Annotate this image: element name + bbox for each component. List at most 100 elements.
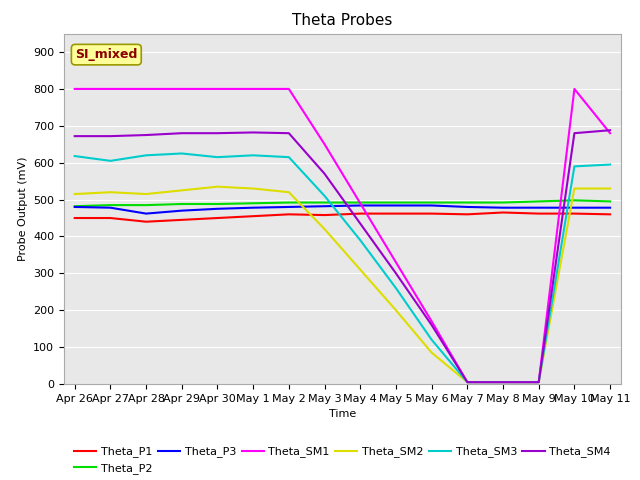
Theta_P1 (428, 211, 435, 216)
Theta_SM1 (606, 130, 614, 136)
Theta_SM2 (428, 350, 435, 356)
Theta_SM3 (392, 285, 400, 291)
Theta_P3 (356, 203, 364, 208)
Theta_SM3 (606, 162, 614, 168)
Theta_SM3 (142, 153, 150, 158)
Theta_P1 (392, 211, 400, 216)
Theta_SM1 (285, 86, 292, 92)
Theta_SM4 (392, 270, 400, 276)
Theta_P3 (428, 203, 435, 208)
Line: Theta_SM2: Theta_SM2 (75, 187, 610, 382)
Line: Theta_P1: Theta_P1 (75, 213, 610, 222)
Theta_SM2 (535, 379, 543, 385)
Theta_SM4 (142, 132, 150, 138)
Theta_SM1 (356, 200, 364, 206)
Theta_SM3 (214, 154, 221, 160)
Theta_SM2 (106, 189, 114, 195)
Theta_P3 (178, 208, 186, 214)
Theta_SM4 (71, 133, 79, 139)
Line: Theta_SM1: Theta_SM1 (75, 89, 610, 382)
Theta_P2 (499, 200, 507, 205)
Theta_P2 (321, 200, 328, 205)
Theta_SM1 (214, 86, 221, 92)
Theta_SM3 (285, 154, 292, 160)
Theta_P2 (428, 200, 435, 205)
Theta_P1 (570, 211, 578, 216)
Theta_SM3 (570, 164, 578, 169)
Line: Theta_SM3: Theta_SM3 (75, 154, 610, 382)
Theta_P2 (606, 199, 614, 204)
Theta_SM4 (285, 130, 292, 136)
Theta_SM1 (570, 86, 578, 92)
Theta_SM3 (250, 153, 257, 158)
Theta_P1 (535, 211, 543, 216)
Line: Theta_P2: Theta_P2 (75, 200, 610, 206)
Theta_P2 (106, 202, 114, 208)
Theta_P1 (356, 211, 364, 216)
Theta_P3 (606, 205, 614, 211)
Y-axis label: Probe Output (mV): Probe Output (mV) (17, 156, 28, 261)
Theta_SM1 (428, 318, 435, 324)
Theta_P1 (178, 217, 186, 223)
Theta_SM1 (106, 86, 114, 92)
Theta_SM4 (356, 221, 364, 227)
Theta_P2 (285, 200, 292, 205)
Theta_P1 (250, 213, 257, 219)
Theta_SM4 (214, 130, 221, 136)
Theta_SM4 (606, 127, 614, 133)
Theta_SM4 (106, 133, 114, 139)
Theta_SM4 (463, 379, 471, 385)
Theta_SM4 (570, 130, 578, 136)
Line: Theta_P3: Theta_P3 (75, 205, 610, 214)
Theta_P2 (142, 202, 150, 208)
Theta_SM2 (570, 186, 578, 192)
Theta_P3 (214, 206, 221, 212)
Theta_P3 (392, 203, 400, 208)
Theta_SM2 (250, 186, 257, 192)
Theta_SM4 (250, 130, 257, 135)
Theta_P2 (463, 200, 471, 205)
Theta_SM1 (392, 259, 400, 265)
Theta_SM1 (178, 86, 186, 92)
Theta_SM3 (535, 379, 543, 385)
Theta_P3 (71, 204, 79, 210)
Theta_P3 (570, 205, 578, 211)
Theta_SM3 (428, 337, 435, 343)
Theta_SM1 (321, 142, 328, 147)
Theta_SM2 (499, 379, 507, 385)
Theta_SM2 (356, 267, 364, 273)
Theta_P3 (285, 204, 292, 210)
Theta_P2 (178, 201, 186, 207)
Theta_P1 (321, 212, 328, 218)
Theta_P2 (356, 200, 364, 205)
Theta_SM1 (463, 379, 471, 385)
Theta_SM2 (285, 189, 292, 195)
Theta_SM4 (535, 379, 543, 385)
Text: SI_mixed: SI_mixed (75, 48, 138, 61)
Theta_SM2 (392, 307, 400, 313)
Theta_P1 (499, 210, 507, 216)
Theta_P3 (321, 204, 328, 209)
Theta_SM1 (250, 86, 257, 92)
Theta_SM3 (356, 237, 364, 243)
Theta_P1 (463, 212, 471, 217)
Theta_SM4 (499, 379, 507, 385)
Theta_P2 (71, 204, 79, 209)
Theta_P2 (214, 201, 221, 207)
Theta_P3 (142, 211, 150, 216)
Theta_SM1 (71, 86, 79, 92)
Line: Theta_SM4: Theta_SM4 (75, 130, 610, 382)
Theta_P1 (71, 215, 79, 221)
Theta_SM3 (463, 379, 471, 385)
Theta_SM1 (499, 379, 507, 385)
Theta_P2 (392, 200, 400, 205)
Title: Theta Probes: Theta Probes (292, 13, 392, 28)
Theta_SM4 (178, 130, 186, 136)
Theta_SM1 (142, 86, 150, 92)
Theta_P2 (250, 200, 257, 206)
Theta_SM4 (428, 322, 435, 328)
Theta_SM3 (321, 193, 328, 199)
Theta_SM2 (321, 226, 328, 232)
Theta_P1 (606, 212, 614, 217)
Theta_P1 (142, 219, 150, 225)
